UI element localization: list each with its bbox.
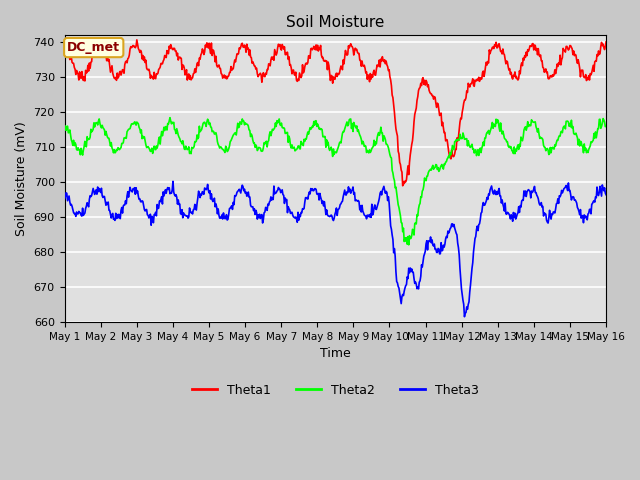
X-axis label: Time: Time xyxy=(320,347,351,360)
Text: DC_met: DC_met xyxy=(67,41,120,54)
Title: Soil Moisture: Soil Moisture xyxy=(286,15,385,30)
Y-axis label: Soil Moisture (mV): Soil Moisture (mV) xyxy=(15,121,28,236)
Legend: Theta1, Theta2, Theta3: Theta1, Theta2, Theta3 xyxy=(187,379,484,402)
